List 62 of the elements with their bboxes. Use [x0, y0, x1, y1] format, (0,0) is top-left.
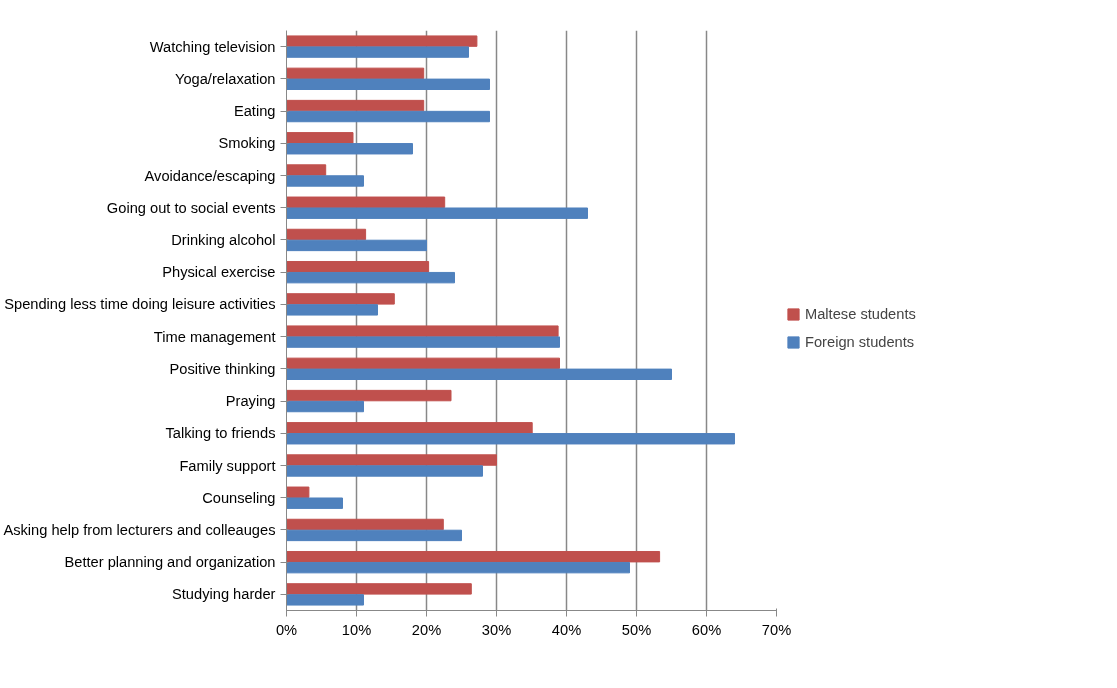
bar	[286, 368, 672, 381]
bar	[286, 465, 483, 477]
y-tick-label: Physical exercise	[162, 264, 276, 281]
y-tick-label: Talking to friends	[165, 425, 276, 442]
y-tick-label: Yoga/relaxation	[175, 70, 276, 87]
bar	[286, 207, 588, 219]
y-tick-label: Going out to social events	[106, 199, 276, 216]
bar	[286, 99, 425, 112]
bar	[286, 594, 364, 606]
x-tick-label: 50%	[621, 621, 652, 638]
y-tick-label: Studying harder	[172, 586, 276, 603]
bar	[286, 583, 472, 595]
y-tick-label: Drinking alcohol	[171, 231, 276, 248]
bar	[286, 433, 735, 445]
x-tick-label: 0%	[275, 621, 298, 638]
legend-label: Foreign students	[805, 334, 915, 350]
y-tick-label: Smoking	[218, 135, 276, 152]
y-tick-label: Avoidance/escaping	[144, 167, 276, 184]
bar	[286, 336, 560, 348]
bar	[286, 325, 559, 337]
y-tick-label: Asking help from lecturers and colleauges	[3, 521, 276, 538]
bar	[286, 196, 446, 208]
bar	[286, 304, 378, 316]
bar	[286, 78, 490, 91]
bar	[286, 518, 444, 531]
y-tick-label: Positive thinking	[169, 360, 276, 377]
bar	[286, 293, 395, 305]
x-tick-label: 40%	[551, 621, 582, 638]
bar	[286, 35, 478, 47]
bar	[286, 239, 427, 252]
bar	[286, 550, 661, 563]
bar	[286, 110, 490, 123]
x-tick-label: 20%	[411, 621, 442, 638]
bar	[286, 561, 630, 574]
bar	[286, 454, 497, 466]
y-tick-label: Watching television	[149, 38, 276, 55]
bar	[286, 400, 364, 413]
bar	[286, 486, 310, 498]
legend-label: Maltese students	[805, 306, 916, 322]
bar	[286, 143, 413, 155]
bar	[286, 175, 364, 187]
y-tick-label: Better planning and organization	[64, 554, 276, 571]
bar	[286, 389, 452, 402]
y-tick-label: Praying	[225, 393, 276, 410]
y-tick-label: Counseling	[202, 489, 276, 506]
bar	[286, 422, 533, 434]
x-tick-label: 70%	[761, 621, 792, 638]
y-tick-label: Spending less time doing leisure activities	[4, 296, 276, 313]
x-tick-label: 10%	[341, 621, 372, 638]
y-tick-label: Family support	[179, 457, 276, 474]
y-tick-label: Time management	[153, 328, 276, 345]
bar	[286, 497, 343, 509]
bar	[286, 271, 455, 284]
bar	[286, 228, 367, 241]
y-tick-label: Eating	[233, 103, 276, 120]
bar	[286, 164, 327, 176]
x-tick-label: 30%	[481, 621, 512, 638]
x-tick-label: 60%	[691, 621, 722, 638]
bar	[286, 132, 354, 144]
bar	[286, 529, 462, 542]
bar	[286, 260, 430, 273]
bar	[286, 46, 469, 58]
